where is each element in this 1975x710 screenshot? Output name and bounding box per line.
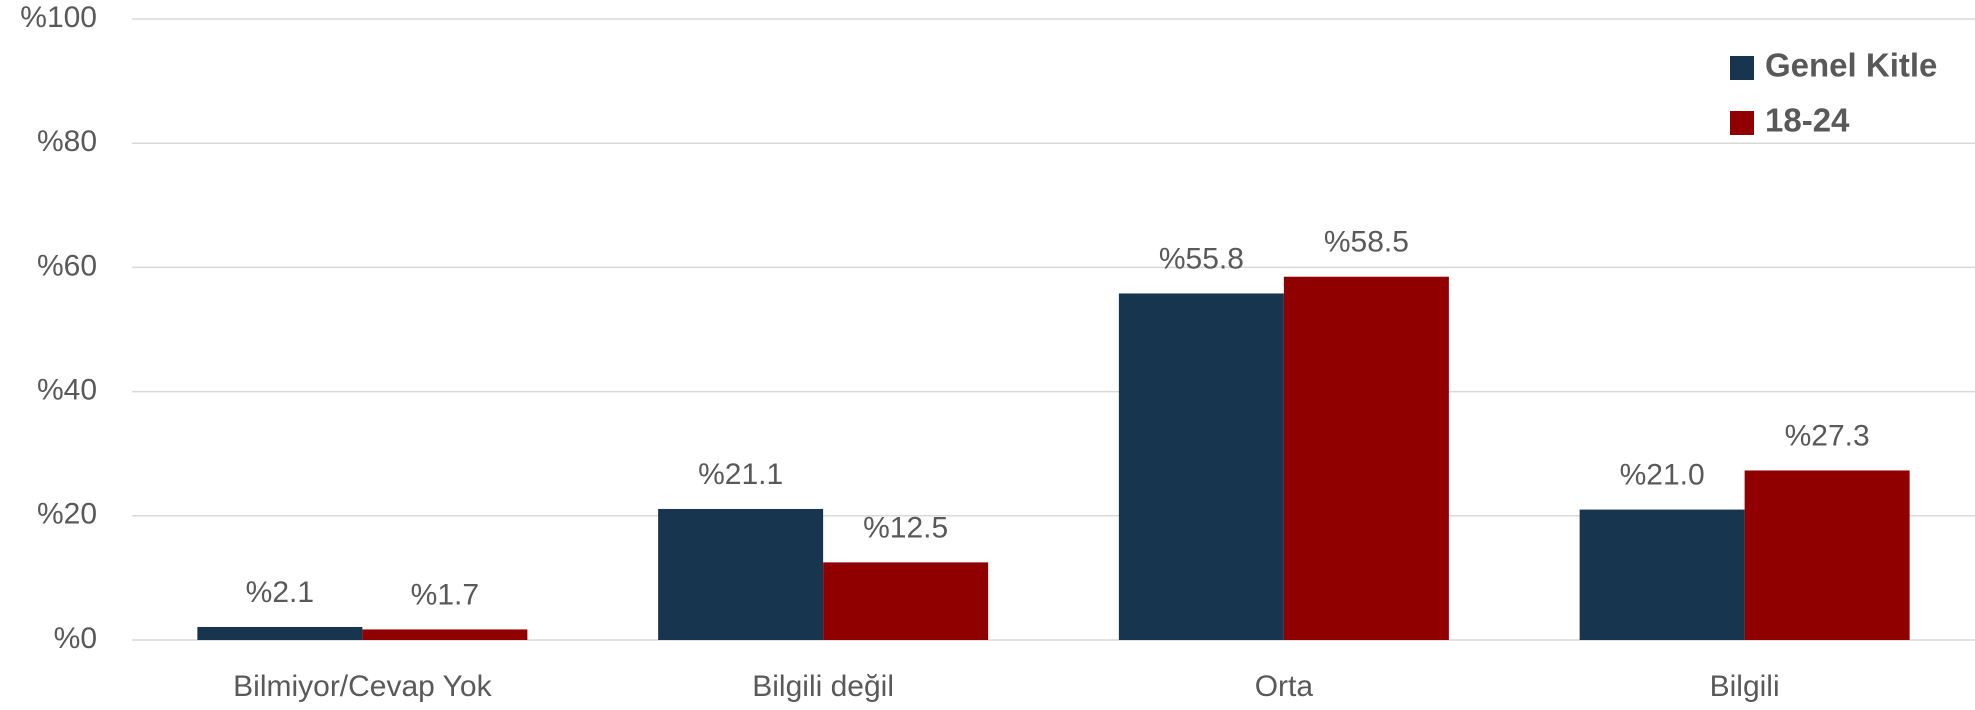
bar xyxy=(1283,276,1449,640)
data-label: %12.5 xyxy=(863,511,948,544)
y-tick-label: %60 xyxy=(37,249,97,282)
y-tick-label: %100 xyxy=(20,1,97,34)
data-label: %55.8 xyxy=(1159,242,1244,275)
y-tick-label: %40 xyxy=(37,374,97,407)
legend-label: 18-24 xyxy=(1765,102,1850,139)
data-label: %21.1 xyxy=(698,458,783,491)
data-label: %27.3 xyxy=(1785,419,1870,452)
legend-swatch xyxy=(1730,56,1754,80)
bar xyxy=(362,629,528,640)
bar xyxy=(1118,293,1284,640)
bar xyxy=(1579,509,1745,640)
y-tick-label: %0 xyxy=(54,622,97,655)
legend-swatch xyxy=(1730,111,1754,135)
x-tick-label: Bilmiyor/Cevap Yok xyxy=(233,670,492,703)
y-tick-label: %20 xyxy=(37,498,97,531)
bar xyxy=(823,562,989,640)
bar xyxy=(1744,470,1910,640)
data-label: %21.0 xyxy=(1620,459,1705,492)
bar xyxy=(197,626,363,640)
x-tick-label: Bilgili xyxy=(1710,670,1780,703)
y-tick-label: %80 xyxy=(37,125,97,158)
data-label: %1.7 xyxy=(411,578,479,611)
data-label: %2.1 xyxy=(246,576,314,609)
data-label: %58.5 xyxy=(1324,226,1409,259)
x-tick-label: Orta xyxy=(1255,670,1314,703)
bar xyxy=(658,508,824,640)
legend-label: Genel Kitle xyxy=(1765,47,1937,84)
x-tick-label: Bilgili değil xyxy=(752,670,894,703)
